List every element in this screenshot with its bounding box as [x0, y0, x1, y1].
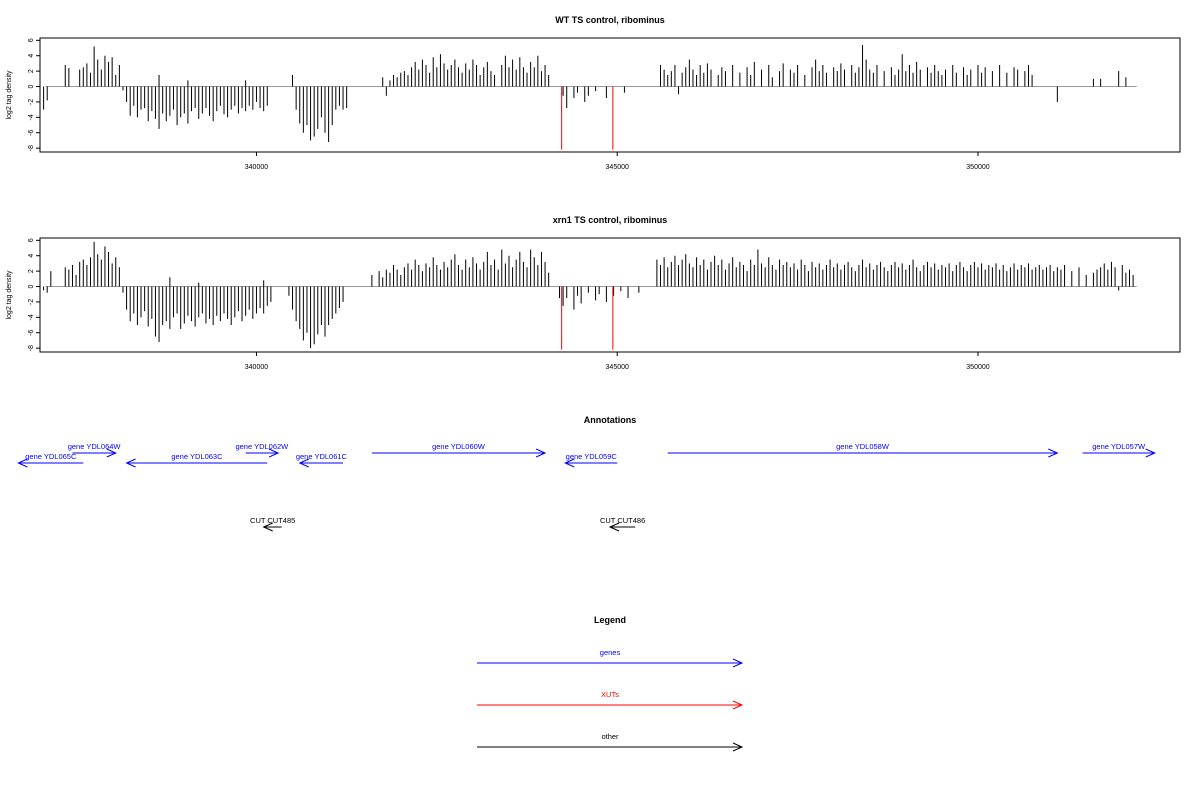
gene-label: gene YDL065C	[25, 452, 77, 461]
x-tick-label: 350000	[966, 164, 989, 171]
x-tick-label: 340000	[245, 164, 268, 171]
cut-arrow	[262, 522, 282, 532]
y-tick-label: 4	[28, 254, 35, 258]
y-tick-label: -6	[28, 330, 35, 336]
legend-title: Legend	[594, 615, 626, 625]
panel-wt: WT TS control, ribominus log2 tag densit…	[6, 15, 1181, 171]
legend-label: other	[601, 732, 619, 741]
gene-label: gene YDL057W	[1092, 442, 1146, 451]
gene-arrow	[17, 458, 84, 468]
legend-item: XUTs	[477, 690, 744, 710]
gene-label: gene YDL060W	[432, 442, 486, 451]
x-tick-label: 350000	[966, 364, 989, 371]
legend-arrowhead	[732, 700, 744, 710]
y-tick-label: -2	[28, 99, 35, 105]
gene-arrow	[564, 458, 618, 468]
gene-label: gene YDL062W	[235, 442, 289, 451]
cut-arrow	[608, 522, 636, 532]
gene-arrow	[72, 448, 117, 458]
gene-arrow	[245, 448, 280, 458]
gene-arrow	[125, 458, 268, 468]
legend-item: other	[477, 732, 744, 752]
cut-label: CUT CUT485	[250, 516, 295, 525]
gene-arrow	[298, 458, 344, 468]
gene-label: gene YDL064W	[68, 442, 122, 451]
panel-xrn1-title: xrn1 TS control, ribominus	[553, 215, 668, 225]
y-tick-label: -8	[28, 345, 35, 351]
legend: Legend genes XUTs other	[477, 615, 744, 752]
y-tick-label: 2	[28, 69, 35, 73]
legend-arrowhead	[732, 742, 744, 752]
y-tick-label: -6	[28, 130, 35, 136]
panel-wt-title: WT TS control, ribominus	[555, 15, 665, 25]
panel-xrn1: xrn1 TS control, ribominus log2 tag dens…	[6, 215, 1181, 371]
annotations-title: Annotations	[584, 415, 637, 425]
gene-arrow	[1082, 448, 1156, 458]
panel-wt-frame	[39, 37, 1181, 153]
y-tick-label: -4	[28, 114, 35, 120]
gene-arrow	[371, 448, 547, 458]
gene-label: gene YDL058W	[836, 442, 890, 451]
gene-label: gene YDL063C	[171, 452, 223, 461]
panel-xrn1-plot: 6 4 2 0 -2 -4 -6 -8 340000 345000 350000	[28, 238, 1137, 371]
gene-label: gene YDL061C	[296, 452, 348, 461]
panel-wt-ylabel: log2 tag density	[6, 70, 13, 120]
legend-arrowhead	[732, 658, 744, 668]
gene-label: gene YDL059C	[566, 452, 618, 461]
legend-label: XUTs	[601, 690, 619, 699]
panel-xrn1-frame	[39, 237, 1181, 353]
y-tick-label: 0	[28, 284, 35, 288]
y-tick-label: 6	[28, 238, 35, 242]
y-tick-label: -4	[28, 314, 35, 320]
x-tick-label: 345000	[606, 364, 629, 371]
y-tick-label: 0	[28, 84, 35, 88]
panel-wt-plot: 6 4 2 0 -2 -4 -6 -8 340000 345000 350000	[28, 38, 1137, 171]
panel-xrn1-ylabel: log2 tag density	[6, 270, 13, 320]
y-tick-label: 4	[28, 54, 35, 58]
y-tick-label: 2	[28, 269, 35, 273]
gene-arrow	[667, 448, 1059, 458]
legend-item: genes	[477, 648, 744, 668]
y-tick-label: -2	[28, 299, 35, 305]
x-tick-label: 345000	[606, 164, 629, 171]
legend-label: genes	[600, 648, 621, 657]
x-tick-label: 340000	[245, 364, 268, 371]
y-tick-label: -8	[28, 145, 35, 151]
cut-label: CUT CUT486	[600, 516, 645, 525]
y-tick-label: 6	[28, 38, 35, 42]
legend-items: genes XUTs other	[477, 648, 744, 752]
